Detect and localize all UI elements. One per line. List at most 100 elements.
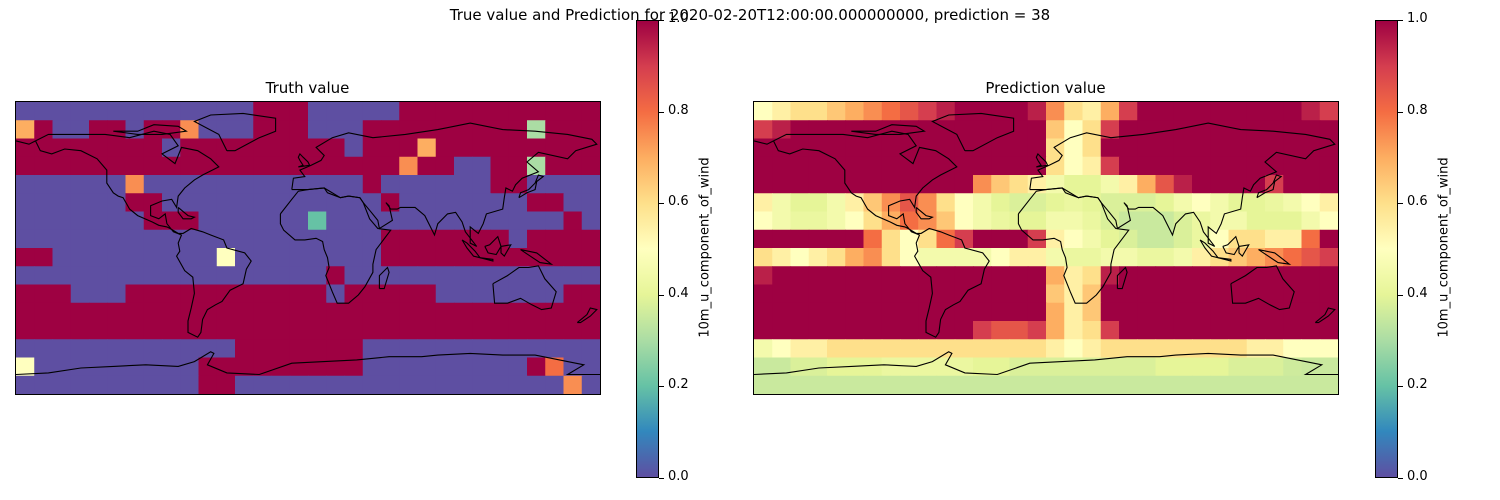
prediction-cell [1228,357,1248,377]
truth-cell [253,375,273,394]
prediction-cell [1301,339,1321,359]
truth-cell [381,284,400,304]
truth-cell [399,302,419,322]
prediction-cell [1192,321,1211,340]
prediction-cell [954,175,974,194]
prediction-cell [827,102,846,121]
truth-cell [271,284,291,304]
truth-cell [107,266,127,286]
truth-cell [89,284,108,304]
truth-cell [216,175,236,194]
truth-cell [326,357,346,377]
truth-cell [308,375,327,394]
prediction-cell [973,211,992,231]
truth-cell [289,193,309,213]
truth-cell [180,375,200,394]
prediction-cell [1192,175,1211,194]
prediction-cell [1210,156,1230,176]
truth-cell [143,357,163,377]
truth-cell [417,193,437,213]
prediction-cell [1100,284,1120,304]
prediction-cell [973,248,992,267]
prediction-cell [790,375,810,394]
prediction-cell [1210,321,1230,340]
prediction-cell [1228,156,1248,176]
prediction-colorbar-tick-mark [1398,203,1403,205]
prediction-cell [1265,339,1284,359]
truth-cell [198,302,218,322]
truth-cell [271,138,291,158]
prediction-cell [1246,211,1266,231]
prediction-panel-title: Prediction value [985,79,1106,97]
prediction-cell [1027,302,1047,322]
truth-cell [454,102,473,121]
prediction-cell [1064,138,1084,158]
truth-colorbar-tick-mark [659,20,664,21]
prediction-cell [1046,120,1065,140]
truth-cell [16,102,35,121]
truth-cell [125,266,145,286]
truth-cell [107,284,127,304]
prediction-cell [1283,321,1303,340]
truth-cell [89,102,108,121]
truth-cell [125,339,145,359]
truth-cell [417,339,437,359]
prediction-cell [827,321,846,340]
prediction-cell [1319,302,1338,322]
prediction-cell [1210,357,1230,377]
truth-cell [89,229,108,249]
prediction-cell [1246,156,1266,176]
prediction-cell [845,266,865,286]
prediction-coastline [773,130,990,338]
prediction-cell [881,302,901,322]
truth-cell [399,248,419,267]
truth-cell [107,357,127,377]
truth-cell [52,302,72,322]
prediction-cell [1210,375,1230,394]
prediction-cell [1046,321,1065,340]
truth-cell [107,302,127,322]
prediction-cell [881,211,901,231]
truth-cell [581,102,600,121]
prediction-cell [1155,248,1175,267]
prediction-cell [772,375,792,394]
prediction-cell [1027,284,1047,304]
truth-cell [143,248,163,267]
figure-suptitle: True value and Prediction for 2020-02-20… [449,6,1051,24]
truth-cell [381,193,400,213]
truth-cell [52,156,72,176]
truth-colorbar-tick-mark [659,111,664,113]
prediction-cell [1082,284,1102,304]
prediction-cell [1228,284,1248,304]
truth-coastline [500,244,512,257]
truth-cell [417,175,437,194]
truth-cell [326,248,346,267]
prediction-cell [1228,321,1248,340]
truth-cell [472,138,492,158]
prediction-cell [936,211,956,231]
prediction-cell [1192,266,1211,286]
truth-cell [16,248,35,267]
prediction-cell [973,175,992,194]
truth-cell [198,321,218,340]
truth-cell [581,156,600,176]
prediction-cell [1027,211,1047,231]
prediction-cell [973,193,992,213]
truth-cell [545,321,565,340]
truth-coastline [576,307,598,324]
prediction-cell [1265,102,1284,121]
prediction-cell [1082,302,1102,322]
truth-cell [326,156,346,176]
prediction-cell [1119,284,1138,304]
truth-cell [143,375,163,394]
prediction-cell [1173,302,1193,322]
truth-cell [198,175,218,194]
truth-cell [125,302,145,322]
truth-cell [34,266,54,286]
prediction-cell [754,211,773,231]
prediction-cell [900,321,919,340]
truth-cell [143,339,163,359]
prediction-cell [1155,302,1175,322]
truth-cell [472,211,492,231]
prediction-cell [827,284,846,304]
